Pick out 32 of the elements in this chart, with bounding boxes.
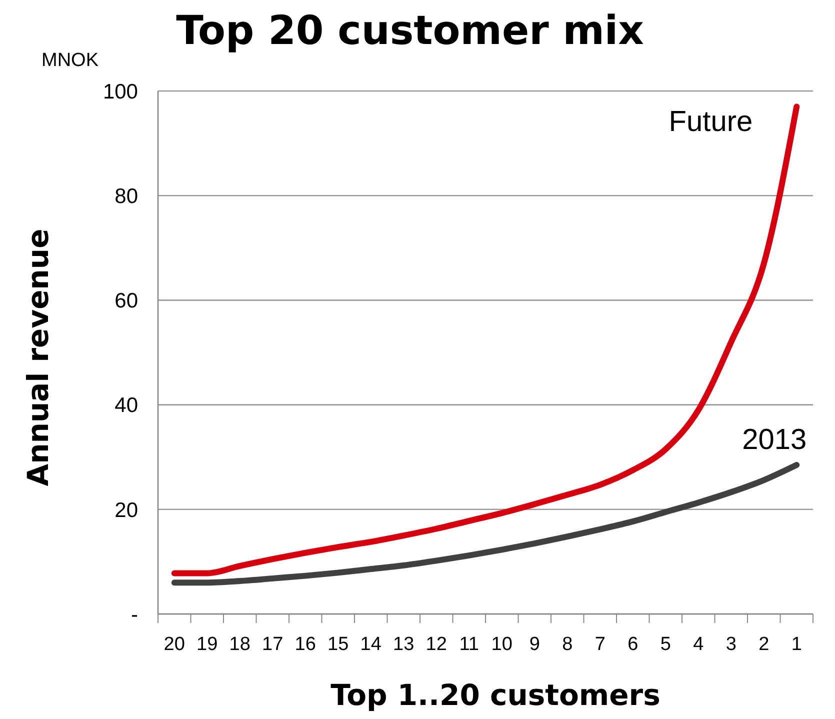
x-tick-label: 11	[459, 634, 479, 655]
y-tick-label: 20	[114, 498, 138, 522]
y-tick-label: 60	[114, 290, 138, 313]
x-tick-label: 9	[529, 634, 540, 655]
x-tick-label: 4	[693, 634, 704, 655]
text: MNOK	[42, 50, 99, 71]
y-axis-title: Annual revenue	[21, 228, 55, 486]
x-tick-label: 17	[262, 634, 284, 655]
x-tick-label: 13	[393, 634, 414, 655]
x-tick-label: 5	[660, 634, 671, 655]
x-tick-label: 10	[491, 634, 512, 655]
x-tick-label: 2	[758, 634, 770, 655]
x-tick-label: 15	[328, 634, 349, 655]
y-tick-label: 40	[114, 394, 138, 418]
y-tick-label: -	[131, 603, 138, 626]
x-tick-label: 19	[196, 634, 218, 655]
x-tick-label: 8	[562, 634, 573, 655]
y-tick-label: 100	[102, 80, 138, 104]
x-tick-label: 3	[726, 634, 736, 655]
y-tick-label: 80	[114, 184, 138, 208]
x-tick-label: 6	[628, 634, 638, 655]
x-tick-label: 1	[791, 634, 802, 655]
x-tick-label: 12	[426, 634, 447, 655]
x-tick-label: 14	[360, 634, 382, 655]
x-tick-label: 7	[594, 634, 606, 655]
x-axis-title: Top 1..20 customers	[330, 678, 660, 712]
x-tick-label: 16	[294, 634, 316, 655]
series-label: 2013	[742, 424, 807, 456]
x-tick-label: 18	[229, 634, 250, 655]
chart-title: Top 20 customer mix	[176, 8, 644, 54]
series-label: Future	[668, 106, 753, 138]
x-tick-label: 20	[164, 634, 185, 655]
